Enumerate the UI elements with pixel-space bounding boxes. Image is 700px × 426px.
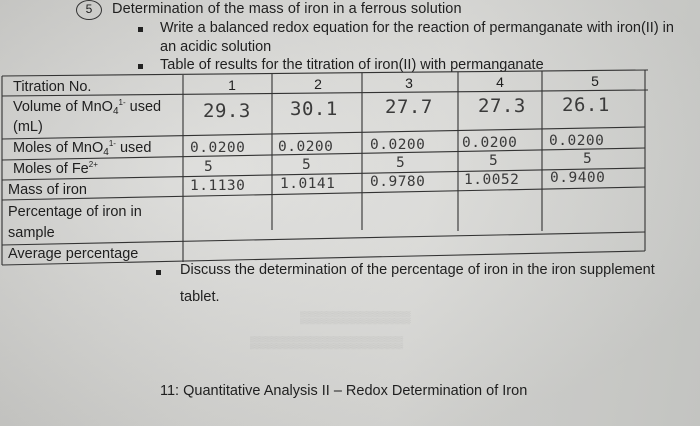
- cell-moles-mno4-4: 0.0200: [462, 135, 518, 151]
- row-label-moles-mno4: Moles of MnO41- used: [13, 139, 152, 158]
- row-label-titration-no: Titration No.: [13, 79, 92, 95]
- bullet-icon: [156, 270, 161, 275]
- cell-moles-mno4-1: 0.0200: [190, 140, 246, 156]
- row-label-mass-of-iron: Mass of iron: [8, 182, 87, 198]
- column-header-3: 3: [405, 75, 413, 91]
- bullet-3-line-2: tablet.: [180, 289, 220, 305]
- cell-mass-iron-5: 0.9400: [550, 170, 606, 186]
- row-label-average-percentage: Average percentage: [8, 246, 139, 262]
- cell-volume-5: 26.1: [562, 94, 610, 116]
- row-label-volume: Volume of MnO41- used: [13, 98, 162, 117]
- cell-volume-2: 30.1: [290, 98, 338, 120]
- section-heading: Determination of the mass of iron in a f…: [112, 1, 462, 17]
- cell-moles-mno4-3: 0.0200: [370, 137, 426, 153]
- column-header-4: 4: [496, 74, 504, 90]
- cell-volume-4: 27.3: [478, 95, 526, 117]
- bullet-3-line-1: Discuss the determination of the percent…: [180, 262, 655, 278]
- bullet-1-line-2: an acidic solution: [160, 39, 272, 55]
- row-label-moles-fe: Moles of Fe2+: [13, 160, 98, 177]
- column-header-2: 2: [314, 76, 322, 92]
- bleed-through-text: ▒▒▒▒▒▒▒▒▒▒▒▒▒: [300, 310, 411, 324]
- cell-mass-iron-1: 1.1130: [190, 178, 246, 194]
- cell-mass-iron-4: 1.0052: [464, 172, 520, 188]
- cell-moles-mno4-2: 0.0200: [278, 139, 334, 155]
- cell-volume-3: 27.7: [385, 96, 433, 118]
- cell-moles-fe-2: 5: [302, 157, 312, 173]
- bullet-icon: [138, 27, 143, 32]
- bleed-through-text: ▒▒▒▒▒▒▒▒▒▒▒▒▒▒▒▒▒▒: [250, 335, 404, 349]
- cell-mass-iron-3: 0.9780: [370, 174, 426, 190]
- bullet-1-line-1: Write a balanced redox equation for the …: [160, 20, 674, 36]
- column-header-5: 5: [591, 73, 599, 89]
- column-header-1: 1: [228, 77, 236, 93]
- bullet-2-text: Table of results for the titration of ir…: [160, 57, 544, 73]
- footer-section-title: 11: Quantitative Analysis II – Redox Det…: [160, 383, 528, 399]
- bullet-icon: [138, 64, 143, 69]
- cell-moles-mno4-5: 0.0200: [549, 133, 605, 149]
- cell-moles-fe-5: 5: [583, 151, 593, 167]
- question-number: 5: [76, 0, 102, 20]
- cell-volume-1: 29.3: [203, 100, 251, 122]
- row-label-percentage-line-2: sample: [8, 225, 55, 241]
- cell-moles-fe-4: 5: [489, 153, 499, 169]
- row-label-volume-unit: (mL): [13, 119, 43, 135]
- row-label-percentage-line-1: Percentage of iron in: [8, 204, 142, 220]
- cell-mass-iron-2: 1.0141: [280, 176, 336, 192]
- cell-moles-fe-3: 5: [396, 155, 406, 171]
- cell-moles-fe-1: 5: [204, 159, 214, 175]
